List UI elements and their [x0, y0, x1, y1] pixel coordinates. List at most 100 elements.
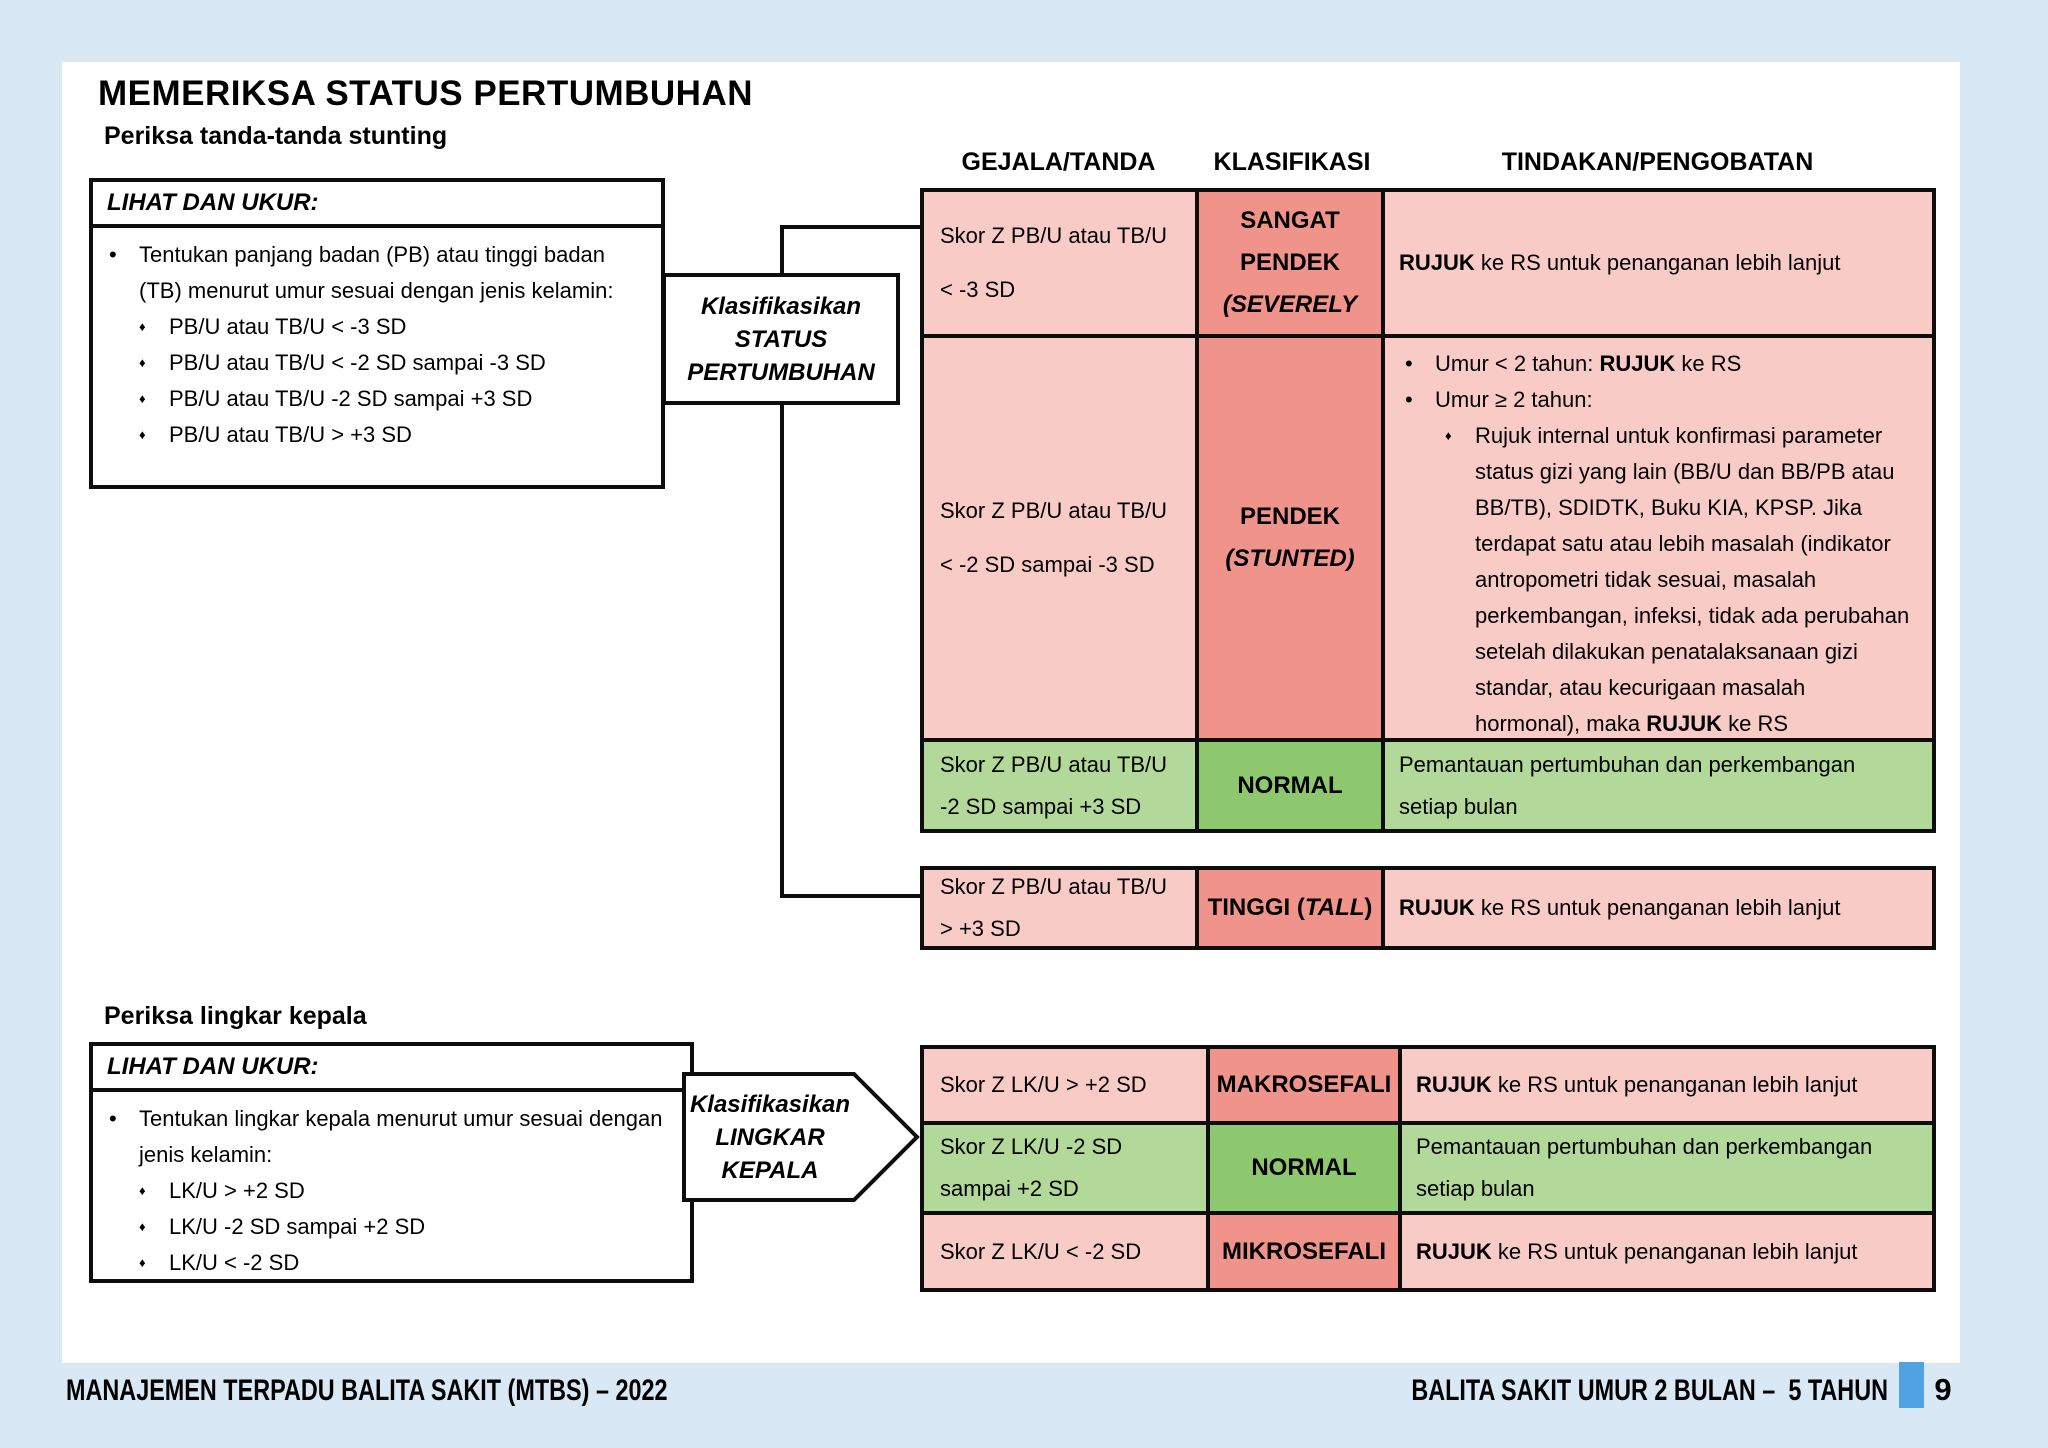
page-number: 9: [1934, 1372, 1952, 1407]
footer-accent-block: [1899, 1362, 1924, 1408]
bullet-diamond-icon: ♦: [139, 1183, 146, 1198]
criterion-text: LK/U -2 SD sampai +2 SD: [169, 1214, 426, 1239]
macro-sign-cell: Skor Z LK/U > +2 SD: [924, 1049, 1206, 1121]
stunting-table: Skor Z PB/U atau TB/U < -3 SD SANGAT PEN…: [920, 188, 1936, 833]
classify-box-growth-status: Klasifikasikan STATUS PERTUMBUHAN: [662, 273, 900, 405]
classification-text: NORMAL: [1251, 1154, 1357, 1181]
micro-sign-cell: Skor Z LK/U < -2 SD: [924, 1215, 1206, 1288]
section-heading-head-circumference: Periksa lingkar kepala: [104, 1002, 367, 1030]
look-box-header: LIHAT DAN UKUR:: [93, 182, 661, 228]
list-item: ♦ LK/U > +2 SD: [133, 1173, 680, 1209]
normal-head-classification-cell: NORMAL: [1210, 1125, 1398, 1211]
severe-classification-cell: SANGAT PENDEK (SEVERELY: [1199, 192, 1381, 334]
micro-action-cell: RUJUK ke RS untuk penanganan lebih lanju…: [1402, 1215, 1932, 1288]
bullet-dot-icon: •: [109, 1106, 117, 1131]
bullet-dot-icon: •: [1405, 351, 1413, 376]
list-item: ♦ PB/U atau TB/U < -2 SD sampai -3 SD: [133, 345, 651, 381]
normal-head-sign-cell: Skor Z LK/U -2 SD sampai +2 SD: [924, 1125, 1206, 1211]
criterion-text: LK/U > +2 SD: [169, 1178, 305, 1203]
action-text: RUJUK ke RS untuk penanganan lebih lanju…: [1399, 250, 1841, 275]
sign-text: Skor Z PB/U atau TB/U: [940, 751, 1168, 777]
bullet-diamond-icon: ♦: [1445, 428, 1452, 443]
action-text: Umur ≥ 2 tahun:: [1435, 387, 1593, 412]
list-item: • Tentukan panjang badan (PB) atau tingg…: [103, 237, 651, 309]
action-text: Umur < 2 tahun: RUJUK ke RS: [1435, 351, 1742, 376]
sign-text: < -3 SD: [940, 277, 1016, 302]
connector-line: [780, 894, 920, 898]
normal-action-cell: Pemantauan pertumbuhan dan perkembangan …: [1385, 742, 1932, 829]
sign-text: Skor Z LK/U -2 SD: [940, 1134, 1123, 1159]
look-intro-text: Tentukan panjang badan (PB) atau tinggi …: [139, 242, 614, 303]
severe-action-cell: RUJUK ke RS untuk penanganan lebih lanju…: [1385, 192, 1932, 334]
bullet-dot-icon: •: [109, 242, 117, 267]
action-bullet: • Umur < 2 tahun: RUJUK ke RS: [1399, 346, 1914, 382]
classification-text: (STUNTED): [1225, 545, 1355, 572]
sign-text: Skor Z PB/U atau TB/U: [940, 498, 1168, 523]
criterion-text: LK/U < -2 SD: [169, 1250, 300, 1275]
connector-line: [780, 225, 784, 275]
action-text: RUJUK ke RS untuk penanganan lebih lanju…: [1416, 1238, 1858, 1264]
tall-classification-cell: TINGGI (TALL): [1199, 870, 1381, 946]
stunted-classification-cell: PENDEK (STUNTED): [1199, 338, 1381, 738]
classify-box-head-circumference: Klasifikasikan LINGKAR KEPALA: [682, 1072, 858, 1202]
bullet-dot-icon: •: [1405, 387, 1413, 412]
bullet-diamond-icon: ♦: [139, 1255, 146, 1270]
bullet-diamond-icon: ♦: [139, 427, 146, 442]
connector-line: [780, 225, 920, 229]
tall-sign-cell: Skor Z PB/U atau TB/U > +3 SD: [924, 870, 1195, 946]
tall-action-cell: RUJUK ke RS untuk penanganan lebih lanju…: [1385, 870, 1932, 946]
normal-head-action-cell: Pemantauan pertumbuhan dan perkembangan …: [1402, 1125, 1932, 1211]
look-measure-box-head: LIHAT DAN UKUR: • Tentukan lingkar kepal…: [89, 1042, 694, 1283]
action-text: Pemantauan pertumbuhan dan perkembangan …: [1416, 1134, 1873, 1201]
criterion-text: PB/U atau TB/U < -3 SD: [169, 314, 407, 339]
connector-line: [780, 395, 784, 898]
normal-classification-cell: NORMAL: [1199, 742, 1381, 829]
macro-classification-cell: MAKROSEFALI: [1210, 1049, 1398, 1121]
action-text: Rujuk internal untuk konfirmasi paramete…: [1475, 423, 1910, 736]
page-title: MEMERIKSA STATUS PERTUMBUHAN: [98, 74, 754, 113]
classification-text: SANGAT: [1240, 207, 1340, 234]
classify-line: PERTUMBUHAN: [687, 358, 875, 386]
tall-table: Skor Z PB/U atau TB/U > +3 SD TINGGI (TA…: [920, 866, 1936, 950]
action-text: RUJUK ke RS untuk penanganan lebih lanju…: [1416, 1072, 1858, 1097]
look-measure-box-stunting: LIHAT DAN UKUR: • Tentukan panjang badan…: [89, 178, 665, 489]
bullet-diamond-icon: ♦: [139, 319, 146, 334]
list-item: ♦ PB/U atau TB/U -2 SD sampai +3 SD: [133, 381, 651, 417]
sign-text: Skor Z LK/U < -2 SD: [940, 1238, 1142, 1264]
column-header-signs: GEJALA/TANDA: [961, 148, 1156, 176]
stunted-action-cell: • Umur < 2 tahun: RUJUK ke RS • Umur ≥ 2…: [1385, 338, 1932, 738]
criterion-text: PB/U atau TB/U -2 SD sampai +3 SD: [169, 386, 533, 411]
look-box-body: • Tentukan lingkar kepala menurut umur s…: [93, 1092, 690, 1281]
look-intro-text: Tentukan lingkar kepala menurut umur ses…: [139, 1106, 663, 1167]
classification-text: PENDEK: [1239, 249, 1341, 276]
look-box-header: LIHAT DAN UKUR:: [93, 1046, 690, 1092]
classify-line: Klasifikasikan: [700, 292, 862, 320]
action-text: Pemantauan pertumbuhan dan perkembangan …: [1399, 751, 1856, 819]
classification-text: TINGGI (TALL): [1207, 894, 1373, 921]
classification-text: (SEVERELY: [1222, 291, 1358, 318]
sign-text: sampai +2 SD: [940, 1176, 1079, 1201]
section-heading-stunting: Periksa tanda-tanda stunting: [104, 122, 448, 150]
bullet-diamond-icon: ♦: [139, 355, 146, 370]
action-bullet: • Umur ≥ 2 tahun:: [1399, 382, 1914, 418]
sign-text: -2 SD sampai +3 SD: [940, 793, 1142, 819]
classification-text: PENDEK: [1239, 503, 1341, 530]
sign-text: < -2 SD sampai -3 SD: [940, 552, 1155, 577]
list-item: ♦ LK/U -2 SD sampai +2 SD: [133, 1209, 680, 1245]
classification-text: NORMAL: [1237, 771, 1343, 799]
classify-line: STATUS: [734, 325, 828, 353]
macro-action-cell: RUJUK ke RS untuk penanganan lebih lanju…: [1402, 1049, 1932, 1121]
sign-text: Skor Z PB/U atau TB/U: [940, 874, 1168, 899]
classify-line: Klasifikasikan: [689, 1090, 851, 1118]
head-circumference-table: Skor Z LK/U > +2 SD MAKROSEFALI RUJUK ke…: [920, 1045, 1936, 1292]
classification-text: MAKROSEFALI: [1216, 1071, 1392, 1098]
micro-classification-cell: MIKROSEFALI: [1210, 1215, 1398, 1288]
action-text: RUJUK ke RS untuk penanganan lebih lanju…: [1399, 895, 1841, 920]
look-box-body: • Tentukan panjang badan (PB) atau tingg…: [93, 228, 661, 453]
classify-line: KEPALA: [721, 1156, 819, 1184]
stunted-sign-cell: Skor Z PB/U atau TB/U < -2 SD sampai -3 …: [924, 338, 1195, 738]
severe-sign-cell: Skor Z PB/U atau TB/U < -3 SD: [924, 192, 1195, 334]
sign-text: Skor Z PB/U atau TB/U: [940, 223, 1168, 248]
normal-sign-cell: Skor Z PB/U atau TB/U -2 SD sampai +3 SD: [924, 742, 1195, 829]
